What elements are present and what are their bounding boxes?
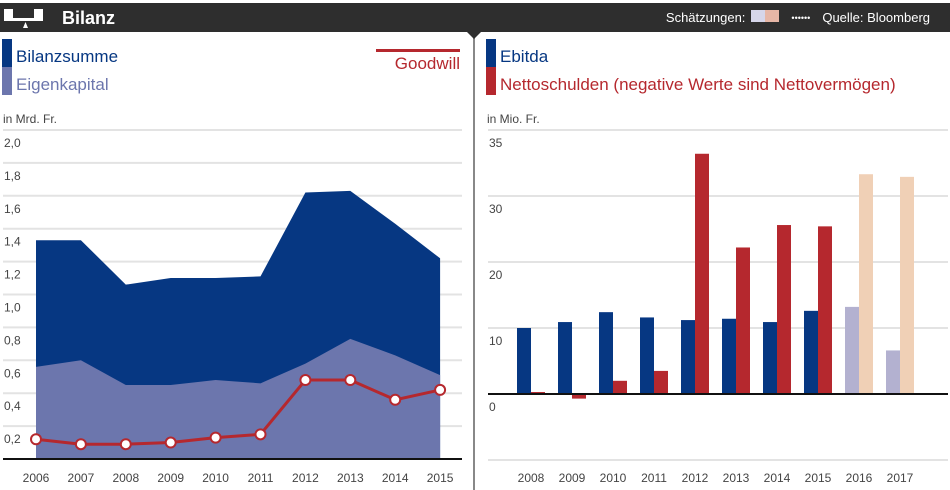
header-bar: Bilanz Schätzungen: •••••• Quelle: Bloom…	[0, 3, 950, 32]
estimates-label: Schätzungen:	[665, 10, 746, 25]
left-unit-label: in Mrd. Fr.	[3, 112, 58, 126]
legend-bilanzsumme: Bilanzsumme	[2, 39, 118, 67]
source-label: Quelle: Bloomberg	[822, 10, 930, 25]
bar-nettoschulden	[654, 370, 668, 394]
x-tick-label: 2011	[641, 471, 667, 485]
y-tick-label: 0	[489, 400, 496, 414]
goodwill-point	[389, 393, 402, 406]
x-tick-label: 2009	[559, 471, 586, 485]
y-tick-label: 20	[489, 268, 503, 282]
bar-nettoschulden	[818, 226, 832, 394]
divider-notch	[467, 32, 481, 39]
x-tick-label: 2008	[518, 471, 545, 485]
y-tick-label: 10	[489, 334, 503, 348]
x-tick-label: 2014	[764, 471, 791, 485]
x-tick-label: 2012	[682, 471, 709, 485]
goodwill-point	[344, 374, 357, 387]
bar-nettoschulden	[777, 225, 791, 394]
y-tick-label: 1,4	[4, 235, 21, 249]
y-tick-label: 30	[489, 202, 503, 216]
chart-title: Bilanz	[62, 8, 116, 28]
goodwill-point	[254, 428, 267, 441]
goodwill-point	[30, 433, 42, 446]
estimates-swatch	[751, 10, 780, 25]
bar-ebitda	[681, 320, 695, 394]
bar-ebitda	[517, 328, 531, 394]
bar-ebitda	[599, 312, 613, 394]
bar-nettoschulden	[695, 153, 709, 394]
y-tick-label: 1,6	[4, 202, 21, 216]
y-tick-label: 35	[489, 136, 503, 150]
y-tick-label: 0,8	[4, 333, 21, 347]
x-tick-label: 2007	[68, 471, 95, 485]
y-tick-label: 0,6	[4, 366, 21, 380]
panel-divider	[473, 32, 475, 490]
bar-nettoschulden	[736, 247, 750, 394]
x-tick-label: 2010	[600, 471, 627, 485]
x-tick-label: 2012	[292, 471, 319, 485]
y-tick-label: 2,0	[4, 136, 21, 150]
x-tick-label: 2015	[427, 471, 454, 485]
y-tick-label: 0,4	[4, 399, 21, 413]
x-tick-label: 2014	[382, 471, 409, 485]
goodwill-point	[164, 436, 177, 449]
y-tick-label: 0,2	[4, 432, 21, 446]
x-tick-label: 2015	[805, 471, 832, 485]
x-tick-label: 2013	[337, 471, 364, 485]
x-tick-label: 2017	[887, 471, 914, 485]
x-tick-label: 2010	[202, 471, 229, 485]
y-tick-label: 1,8	[4, 169, 21, 183]
x-tick-label: 2009	[157, 471, 184, 485]
bar-ebitda	[845, 306, 859, 394]
estimates-dots: ••••••	[791, 12, 811, 23]
x-tick-label: 2016	[846, 471, 873, 485]
bar-nettoschulden	[859, 174, 873, 394]
bar-ebitda	[886, 350, 900, 394]
goodwill-point	[74, 438, 87, 451]
y-tick-label: 1,2	[4, 268, 21, 282]
goodwill-point	[299, 374, 312, 387]
legend-ebitda: Ebitda	[486, 39, 548, 67]
bar-ebitda	[640, 317, 654, 394]
bar-nettoschulden	[572, 394, 586, 399]
bar-nettoschulden	[613, 380, 627, 394]
right-unit-label: in Mio. Fr.	[487, 112, 540, 126]
legend-nettoschulden: Nettoschulden (negative Werte sind Netto…	[486, 67, 896, 95]
goodwill-point	[434, 383, 447, 396]
x-tick-label: 2008	[112, 471, 139, 485]
goodwill-point	[209, 431, 222, 444]
area-eigenkapital	[36, 338, 441, 459]
y-tick-label: 1,0	[4, 301, 21, 315]
line-goodwill	[35, 378, 441, 446]
goodwill-point	[119, 438, 132, 451]
bar-ebitda	[804, 310, 818, 394]
bar-nettoschulden	[900, 176, 914, 394]
bar-ebitda	[558, 322, 572, 394]
x-tick-label: 2006	[23, 471, 50, 485]
bar-ebitda	[722, 318, 736, 394]
x-tick-label: 2013	[723, 471, 750, 485]
legend-eigenkapital: Eigenkapital	[2, 67, 109, 95]
bar-ebitda	[763, 322, 777, 394]
scale-balance-icon	[4, 9, 43, 28]
x-tick-label: 2011	[248, 471, 274, 485]
legend-goodwill: Goodwill	[376, 49, 460, 74]
